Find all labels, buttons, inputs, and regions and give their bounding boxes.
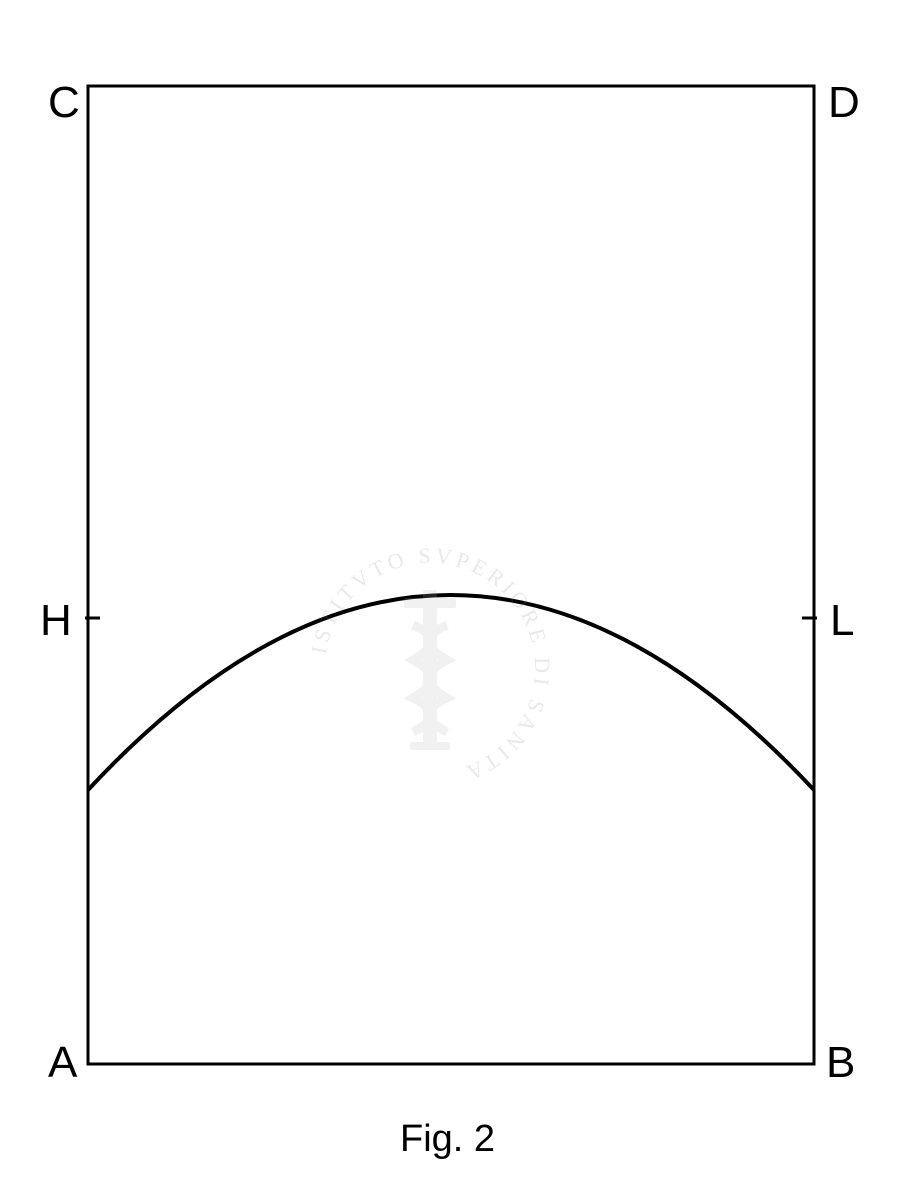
label-l: L — [830, 596, 854, 646]
diagram-container: ISTITVTO SVPERIORE DI SANITA C D H L A B… — [0, 0, 900, 1200]
label-h: H — [40, 596, 72, 646]
label-b: B — [826, 1038, 855, 1088]
label-a: A — [48, 1038, 77, 1088]
arc-curve — [88, 595, 814, 790]
rectangle-frame — [88, 86, 814, 1064]
label-c: C — [48, 78, 80, 128]
geometry-svg — [0, 0, 900, 1200]
label-d: D — [828, 78, 860, 128]
figure-caption: Fig. 2 — [400, 1118, 495, 1161]
